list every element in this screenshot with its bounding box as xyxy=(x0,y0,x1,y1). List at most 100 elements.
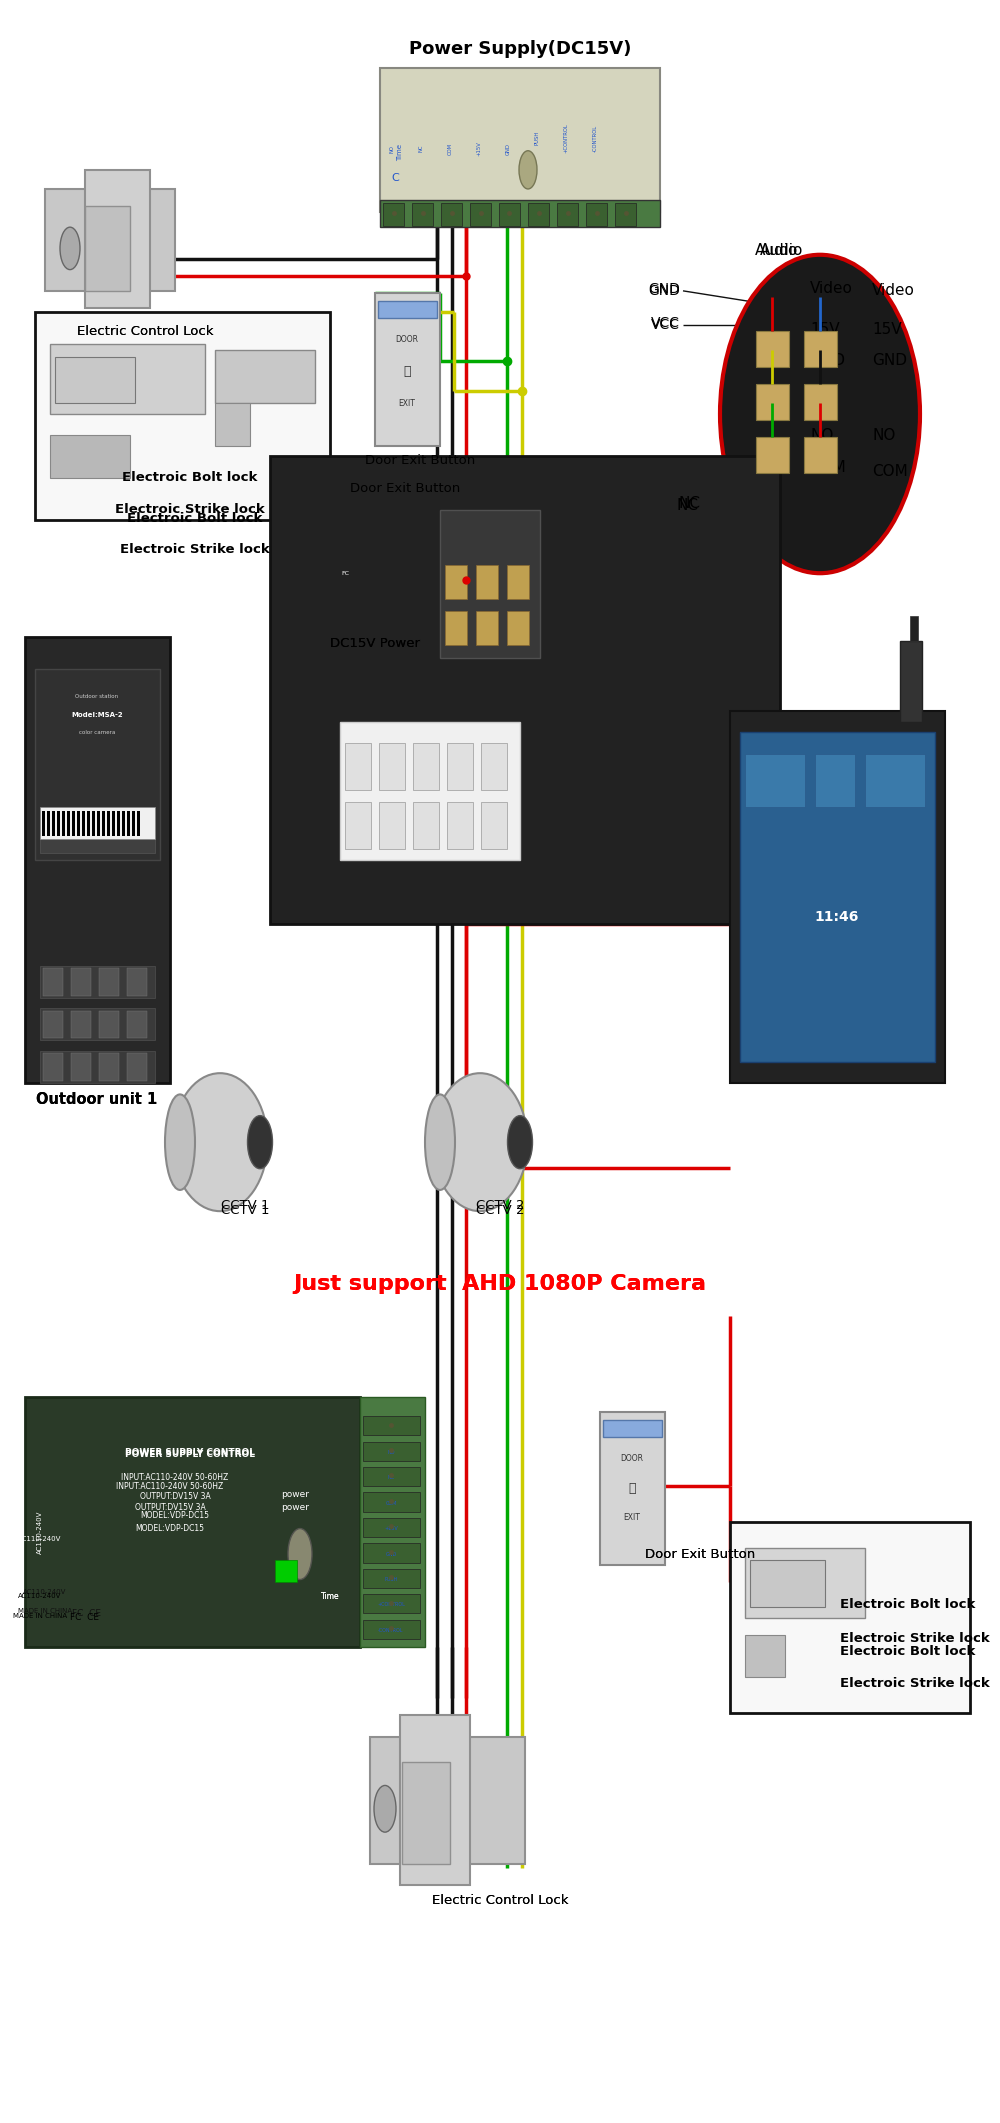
Bar xyxy=(99,1053,119,1081)
Bar xyxy=(370,1737,525,1864)
Bar xyxy=(97,811,100,836)
Bar xyxy=(71,968,91,996)
Text: COM: COM xyxy=(385,1501,397,1505)
Text: CCTV 1: CCTV 1 xyxy=(221,1204,269,1216)
Text: Door Exit Button: Door Exit Button xyxy=(350,482,460,495)
Bar xyxy=(40,966,155,998)
Text: GND: GND xyxy=(648,282,680,295)
Text: -CONTROL: -CONTROL xyxy=(593,125,598,151)
Bar xyxy=(413,743,439,790)
Bar xyxy=(363,1594,420,1613)
Text: -CONTROL: -CONTROL xyxy=(378,1628,404,1633)
Bar xyxy=(730,711,945,1083)
Bar xyxy=(745,754,805,807)
Text: power: power xyxy=(281,1503,309,1512)
Text: POWER SUPPLY CONTROL: POWER SUPPLY CONTROL xyxy=(125,1448,255,1456)
Bar xyxy=(122,811,125,836)
Bar xyxy=(413,802,439,849)
Text: Time: Time xyxy=(321,1592,339,1601)
Text: Outdoor unit 1: Outdoor unit 1 xyxy=(36,1091,158,1108)
Text: Video: Video xyxy=(810,280,853,297)
Bar xyxy=(470,202,491,225)
Circle shape xyxy=(374,1785,396,1832)
Bar xyxy=(380,200,660,227)
Text: DOOR: DOOR xyxy=(396,335,418,344)
Bar xyxy=(127,1053,147,1081)
Bar xyxy=(360,1397,425,1647)
Text: FC  CE: FC CE xyxy=(72,1609,101,1618)
Text: Outdoor station: Outdoor station xyxy=(75,694,119,698)
Bar xyxy=(900,641,922,722)
Bar xyxy=(557,202,578,225)
Text: Electroic Bolt lock: Electroic Bolt lock xyxy=(127,512,263,524)
Bar xyxy=(363,1620,420,1639)
Bar xyxy=(363,1416,420,1435)
Bar xyxy=(50,344,205,414)
Bar xyxy=(730,1522,970,1713)
Text: POWER SUPPLY CONTROL: POWER SUPPLY CONTROL xyxy=(125,1450,255,1459)
Bar xyxy=(481,802,507,849)
Text: power: power xyxy=(281,1490,309,1499)
Text: DOOR: DOOR xyxy=(620,1454,644,1463)
Text: INPUT:AC110-240V 50-60HZ: INPUT:AC110-240V 50-60HZ xyxy=(116,1482,224,1490)
Bar xyxy=(43,968,63,996)
Text: DC15V Power: DC15V Power xyxy=(330,637,420,650)
Bar xyxy=(45,189,175,291)
Bar xyxy=(71,1053,91,1081)
Bar xyxy=(55,357,135,403)
Text: OUTPUT:DV15V 3A: OUTPUT:DV15V 3A xyxy=(135,1503,205,1512)
Bar xyxy=(92,811,95,836)
Text: +CONTROL: +CONTROL xyxy=(377,1603,405,1607)
Text: ⚿: ⚿ xyxy=(628,1482,636,1495)
Bar xyxy=(85,206,130,291)
Bar xyxy=(402,1762,450,1864)
Text: INPUT:AC110-240V 50-60HZ: INPUT:AC110-240V 50-60HZ xyxy=(121,1473,229,1482)
Text: AC110-240V: AC110-240V xyxy=(37,1512,43,1554)
Text: Power Supply(DC15V): Power Supply(DC15V) xyxy=(409,40,631,57)
Text: MODEL:VDP-DC15: MODEL:VDP-DC15 xyxy=(136,1524,205,1533)
Text: PUSH: PUSH xyxy=(534,132,540,144)
Bar xyxy=(375,293,440,446)
Text: EXIT: EXIT xyxy=(624,1514,640,1522)
Bar xyxy=(42,811,45,836)
Bar xyxy=(71,1011,91,1038)
Ellipse shape xyxy=(720,255,920,573)
Text: VCC: VCC xyxy=(651,316,680,329)
Bar xyxy=(117,811,120,836)
Bar xyxy=(586,202,607,225)
Text: FC  CE: FC CE xyxy=(70,1613,99,1622)
Text: COM: COM xyxy=(872,463,908,480)
Text: NO: NO xyxy=(390,144,394,153)
Bar xyxy=(107,811,110,836)
Bar xyxy=(363,1518,420,1537)
Text: Electroic Bolt lock: Electroic Bolt lock xyxy=(840,1645,975,1658)
Text: EXIT: EXIT xyxy=(399,399,415,408)
Text: Electric Control Lock: Electric Control Lock xyxy=(77,325,213,338)
Circle shape xyxy=(519,151,537,189)
Bar xyxy=(380,68,660,212)
Bar xyxy=(756,331,789,367)
Text: Electroic Bolt lock: Electroic Bolt lock xyxy=(122,471,258,484)
Ellipse shape xyxy=(508,1117,532,1168)
Bar xyxy=(127,811,130,836)
Text: GND: GND xyxy=(385,1552,397,1556)
Bar xyxy=(363,1467,420,1486)
Bar xyxy=(67,811,70,836)
Bar xyxy=(82,811,85,836)
Bar xyxy=(603,1420,662,1437)
Bar xyxy=(507,611,529,645)
Text: Audio: Audio xyxy=(755,242,798,259)
Ellipse shape xyxy=(425,1095,455,1189)
Text: GND: GND xyxy=(506,142,511,155)
Text: C: C xyxy=(391,174,399,183)
Bar xyxy=(50,435,130,478)
Bar xyxy=(615,202,636,225)
Text: Electric Control Lock: Electric Control Lock xyxy=(432,1894,568,1906)
Text: Audio: Audio xyxy=(760,242,803,259)
Text: AC110-240V: AC110-240V xyxy=(23,1590,67,1594)
Bar xyxy=(750,1560,825,1607)
Bar xyxy=(40,836,155,853)
Bar xyxy=(345,802,371,849)
Bar xyxy=(35,669,160,860)
Text: FC: FC xyxy=(341,571,349,575)
